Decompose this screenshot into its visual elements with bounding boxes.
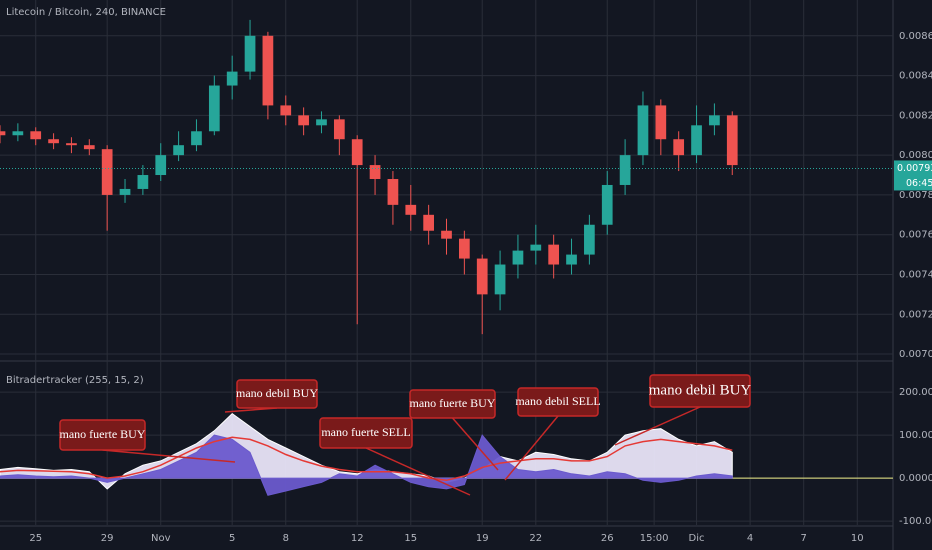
y-tick-label: 0.007800 — [899, 190, 932, 201]
indicator-line — [0, 436, 733, 482]
x-tick-label: 19 — [476, 533, 489, 544]
candle-body — [12, 131, 24, 136]
indicator-title: Bitradertracker (255, 15, 2) — [6, 375, 144, 386]
candle-body — [584, 224, 595, 255]
annotation-box — [319, 417, 413, 449]
y-tick-label: 200.0000 — [899, 387, 932, 398]
candle-body — [566, 254, 577, 265]
y-tick-label: 0.008000 — [899, 150, 932, 161]
candle-body — [101, 149, 113, 195]
x-tick-label: 25 — [29, 533, 42, 544]
candle-body — [709, 115, 720, 126]
x-tick-label: 5 — [229, 533, 235, 544]
y-tick-label: 100.0000 — [899, 430, 932, 441]
annotation-pointer — [365, 447, 471, 496]
annotation-box — [409, 389, 496, 419]
x-tick-label: 8 — [283, 533, 289, 544]
y-tick-label: 0.008600 — [899, 31, 932, 42]
last-price-box — [894, 160, 932, 191]
candle-body — [441, 230, 452, 239]
chart-title: Litecoin / Bitcoin, 240, BINANCE — [6, 7, 166, 18]
candle-body — [262, 35, 274, 106]
annotation-pointer — [614, 406, 701, 446]
candle-body — [48, 139, 59, 144]
annotation-box — [517, 387, 599, 417]
candle-body — [405, 204, 417, 215]
candle-body — [333, 119, 345, 140]
countdown-label: 06:45 — [906, 178, 932, 189]
plot — [0, 19, 893, 496]
candle-body — [298, 115, 309, 126]
candle-body — [726, 115, 738, 166]
y-tick-label: -100.0000 — [899, 516, 932, 527]
candle-body — [226, 71, 238, 86]
candle-body — [512, 250, 524, 265]
candle-body — [619, 155, 631, 185]
y-tick-label: 0.007000 — [899, 349, 932, 360]
y-tick-label: 0.007200 — [899, 309, 932, 320]
annotation-box — [59, 419, 146, 451]
x-tick-label: Nov — [151, 533, 171, 544]
candle-body — [137, 175, 149, 189]
annotation-label: mano debil SELL — [515, 394, 600, 408]
candle-body — [66, 143, 77, 146]
candle-body — [673, 139, 685, 156]
annotation-label: mano fuerte BUY — [60, 427, 146, 441]
x-tick-label: 22 — [529, 533, 542, 544]
candle-body — [601, 184, 613, 225]
candle-body — [155, 155, 167, 176]
candle-body — [351, 139, 363, 166]
last-price-label: 0.007933 — [897, 163, 932, 174]
annotation-label: mano debil BUY — [649, 382, 752, 398]
y-tick-label: 0.007400 — [899, 269, 932, 280]
candle-body — [244, 35, 256, 72]
x-tick-label: 26 — [601, 533, 614, 544]
annotation-label: mano debil BUY — [236, 386, 318, 400]
annotation-box — [236, 379, 318, 409]
x-tick-label: 15:00 — [640, 533, 669, 544]
candle-body — [83, 145, 95, 150]
x-tick-label: 29 — [101, 533, 114, 544]
y-tick-label: 0.0000 — [899, 473, 932, 484]
candle-body — [30, 131, 42, 140]
candle-body — [387, 179, 399, 205]
candle-body — [191, 131, 202, 146]
candle-body — [476, 258, 488, 295]
y-tick-label: 0.008400 — [899, 71, 932, 82]
x-tick-label: Dic — [689, 533, 705, 544]
annotation-box — [649, 374, 751, 408]
candle-body — [655, 105, 667, 140]
candle-body — [423, 214, 434, 231]
annotation-label: mano fuerte SELL — [321, 425, 410, 439]
candle-body — [494, 264, 506, 295]
candle-body — [459, 238, 470, 259]
x-tick-label: 12 — [351, 533, 364, 544]
candle-body — [691, 125, 702, 156]
annotation-pointer — [504, 415, 559, 481]
indicator-area — [0, 434, 733, 496]
candle-body — [119, 188, 131, 195]
annotation-label: mano fuerte BUY — [410, 396, 496, 410]
candle-body — [316, 119, 327, 126]
candle-body — [637, 105, 649, 156]
candle-body — [208, 85, 220, 132]
x-tick-label: 4 — [747, 533, 753, 544]
x-tick-label: 10 — [851, 533, 864, 544]
x-tick-label: 15 — [404, 533, 417, 544]
candle-body — [369, 165, 381, 180]
y-tick-label: 0.007600 — [899, 230, 932, 241]
candle-body — [548, 244, 560, 265]
annotation-pointer — [102, 449, 236, 463]
candle-body — [0, 131, 6, 136]
candle-body — [280, 105, 292, 116]
annotation-pointer — [451, 417, 499, 471]
candle-body — [173, 145, 184, 156]
candle-body — [530, 244, 542, 251]
x-tick-label: 7 — [801, 533, 807, 544]
y-tick-label: 0.008200 — [899, 110, 932, 121]
